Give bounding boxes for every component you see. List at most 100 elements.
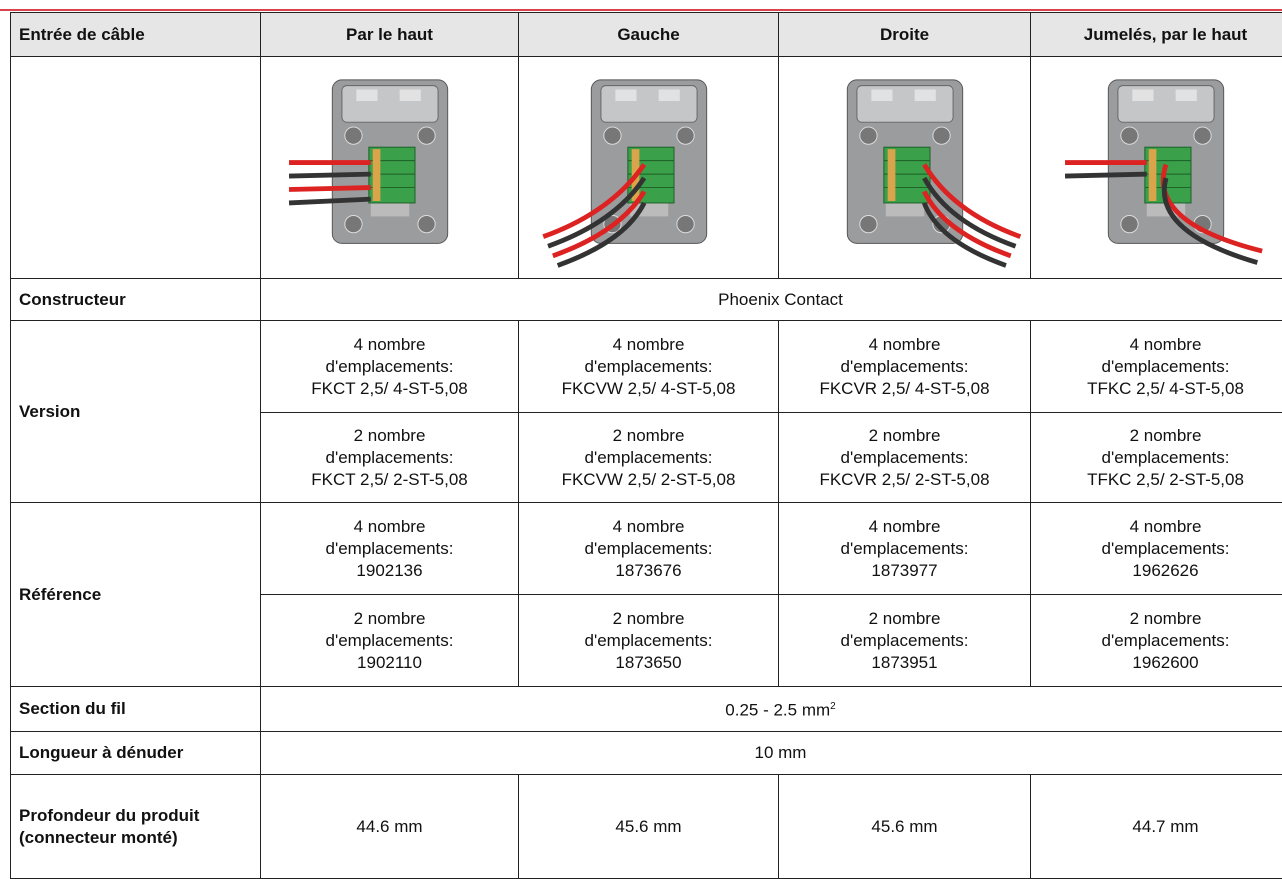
- image-cell: [779, 57, 1031, 279]
- cell-text: d'emplacements:: [265, 538, 514, 560]
- header-cell: Droite: [779, 13, 1031, 57]
- cell-text: d'emplacements:: [783, 447, 1026, 469]
- cell-text: 1873977: [783, 560, 1026, 582]
- cell-text: 4 nombre: [265, 334, 514, 356]
- cell-text: TFKC 2,5/ 4-ST-5,08: [1035, 378, 1282, 400]
- image-cell: [261, 57, 519, 279]
- table-row: Longueur à dénuder 10 mm: [11, 732, 1282, 775]
- cell-text: Par le haut: [346, 25, 433, 44]
- cell-text: Gauche: [617, 25, 679, 44]
- cell-text: Version: [19, 402, 80, 421]
- cell-text: 44.6 mm: [356, 817, 422, 836]
- cell-text: d'emplacements:: [265, 630, 514, 652]
- cell-text: 4 nombre: [783, 516, 1026, 538]
- cell-text: Droite: [880, 25, 929, 44]
- header-cell: Entrée de câble: [11, 13, 261, 57]
- row-label: Version: [11, 321, 261, 503]
- cell-text: d'emplacements:: [783, 356, 1026, 378]
- cell-text: 2 nombre: [783, 425, 1026, 447]
- cell-text: d'emplacements:: [523, 538, 774, 560]
- cell-text: d'emplacements:: [1035, 630, 1282, 652]
- cell-text: Référence: [19, 585, 101, 604]
- top-rule: [0, 9, 1282, 11]
- connector-illustration: [265, 57, 515, 272]
- table-row: Section du fil 0.25 - 2.5 mm2: [11, 687, 1282, 732]
- cell-text: d'emplacements:: [1035, 538, 1282, 560]
- cell-text: d'emplacements:: [265, 447, 514, 469]
- cell-text: 1962600: [1035, 652, 1282, 674]
- cell-text: d'emplacements:: [1035, 356, 1282, 378]
- cell-text: 44.7 mm: [1132, 817, 1198, 836]
- cell-text: d'emplacements:: [1035, 447, 1282, 469]
- cell-text: d'emplacements:: [265, 356, 514, 378]
- connector-illustration: [1041, 57, 1282, 272]
- cell-text: d'emplacements:: [783, 630, 1026, 652]
- cell-text: 10 mm: [755, 743, 807, 762]
- cell-text: 4 nombre: [523, 334, 774, 356]
- cell-text: Section du fil: [19, 699, 126, 718]
- value-cell: 44.6 mm: [261, 775, 519, 879]
- cell-text: FKCVW 2,5/ 4-ST-5,08: [523, 378, 774, 400]
- cell-text: 1873951: [783, 652, 1026, 674]
- cell-text: FKCT 2,5/ 4-ST-5,08: [265, 378, 514, 400]
- cell-text: 2 nombre: [1035, 425, 1282, 447]
- cell-text: 0.25 - 2.5 mm: [725, 701, 830, 720]
- cell-text: 45.6 mm: [871, 817, 937, 836]
- cell-text: 1873676: [523, 560, 774, 582]
- spec-table: Entrée de câble Par le haut Gauche Droite Ju…: [10, 12, 1282, 879]
- cell-text: 1962626: [1035, 560, 1282, 582]
- cell-text: 2 nombre: [1035, 608, 1282, 630]
- cell-text: 2 nombre: [783, 608, 1026, 630]
- superscript: 2: [830, 701, 836, 712]
- row-label: Longueur à dénuder: [11, 732, 261, 775]
- cell-text: Phoenix Contact: [718, 290, 843, 309]
- cell-text: TFKC 2,5/ 2-ST-5,08: [1035, 469, 1282, 491]
- header-cell: Jumelés, par le haut: [1031, 13, 1282, 57]
- cell-text: d'emplacements:: [523, 447, 774, 469]
- table-row: Entrée de câble Par le haut Gauche Droite Ju…: [11, 13, 1282, 57]
- table-row: [11, 57, 1282, 279]
- row-label: Référence: [11, 503, 261, 687]
- cell-text: Constructeur: [19, 290, 126, 309]
- row-value: Phoenix Contact: [261, 279, 1282, 321]
- cell-text: 1902110: [265, 652, 514, 674]
- connector-illustration: [524, 57, 774, 272]
- cell-text: 4 nombre: [523, 516, 774, 538]
- cell-text: FKCT 2,5/ 2-ST-5,08: [265, 469, 514, 491]
- row-label: Section du fil: [11, 687, 261, 732]
- cell-text: d'emplacements:: [523, 356, 774, 378]
- empty-cell: [11, 57, 261, 279]
- image-cell: [519, 57, 779, 279]
- value-cell: 45.6 mm: [779, 775, 1031, 879]
- cell-text: FKCVW 2,5/ 2-ST-5,08: [523, 469, 774, 491]
- row-value: 0.25 - 2.5 mm2: [261, 687, 1282, 732]
- cell-text: 2 nombre: [265, 425, 514, 447]
- cell-text: Entrée de câble: [19, 25, 145, 44]
- cell-text: 1902136: [265, 560, 514, 582]
- image-cell: [1031, 57, 1282, 279]
- row-value: 10 mm: [261, 732, 1282, 775]
- cell-text: d'emplacements:: [783, 538, 1026, 560]
- cell-text: 4 nombre: [1035, 516, 1282, 538]
- header-cell: Par le haut: [261, 13, 519, 57]
- cell-text: 2 nombre: [523, 425, 774, 447]
- header-cell: Gauche: [519, 13, 779, 57]
- cell-text: 4 nombre: [1035, 334, 1282, 356]
